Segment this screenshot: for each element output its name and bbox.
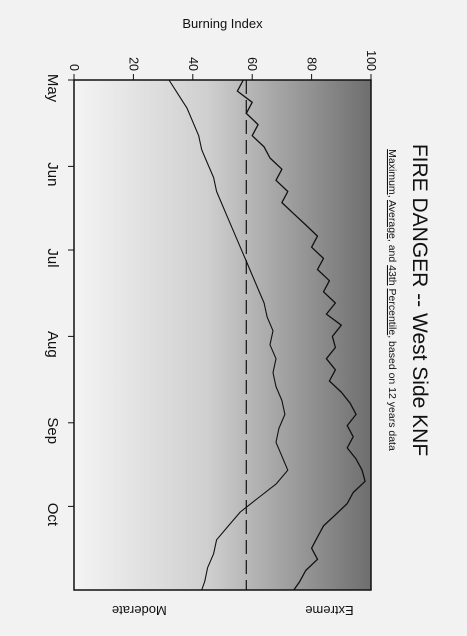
x-tick-label: Jul [44,248,61,267]
y-axis: 0 20 40 60 80 100 [67,50,378,80]
y-tick-label: 60 [245,57,259,71]
y-tick-label: 100 [364,50,378,71]
x-tick-label: May [44,74,61,103]
plot-background [74,80,371,590]
y-tick-label: 20 [126,57,140,71]
y-tick-label: 0 [67,64,81,71]
x-tick-label: Jun [44,162,61,186]
zone-label-extreme: Extreme [305,603,353,618]
subtitle-part: Average [386,200,398,239]
subtitle-part: , based on 12 years data [386,335,398,451]
x-tick-label: Aug [44,331,61,358]
plot-frame [73,79,372,591]
chart-subtitle: Maximum, Average, and 43th Percentile, b… [386,149,398,451]
series-line-maximum [236,79,366,591]
subtitle-part: 43th [386,265,398,286]
series-line-average [168,79,289,591]
subtitle-part: Percentile [386,289,398,336]
x-tick-label: Oct [44,503,61,527]
series-layer [168,79,366,591]
y-tick-label: 40 [186,57,200,71]
y-tick-label: 80 [305,57,319,71]
x-tick-label: Sep [44,417,61,444]
subtitle-part: , [386,195,398,200]
zone-label-moderate: Moderate [112,603,167,618]
x-axis: May Jun Jul Aug Sep Oct [44,74,74,527]
subtitle-part: , and [386,239,398,265]
subtitle-part: Maximum [386,149,398,195]
y-axis-label: Burning Index [182,16,263,31]
chart-title: FIRE DANGER -- West Side KNF [408,144,431,456]
